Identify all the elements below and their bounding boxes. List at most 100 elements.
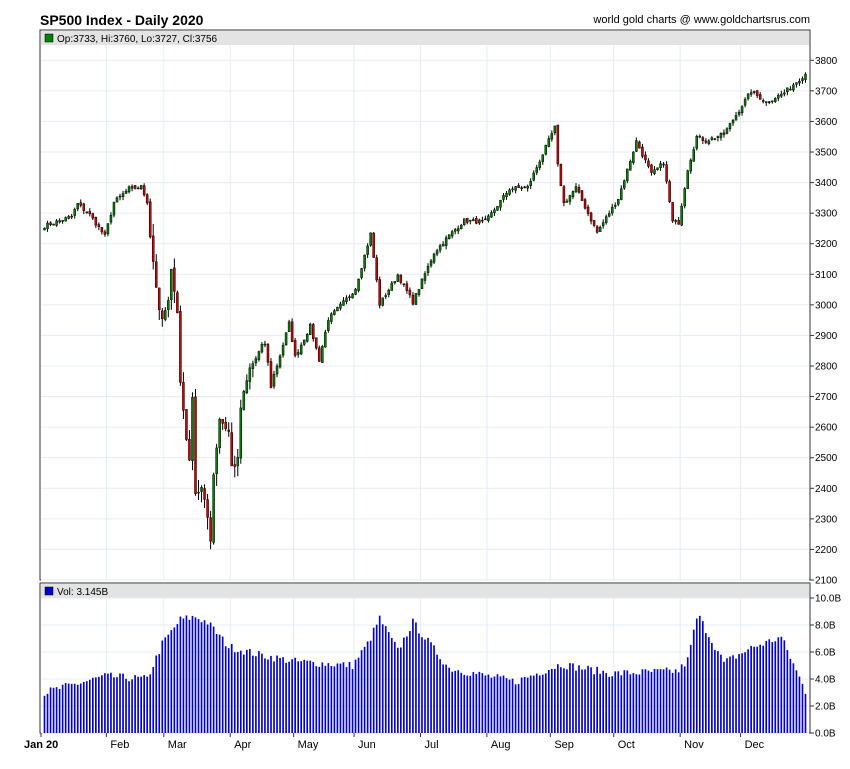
volume-bar [415,622,417,733]
candle-up [737,111,741,115]
candle-up [73,209,76,216]
candle-down [372,232,375,258]
candle-down [182,382,185,411]
price-tick-label: 2100 [815,576,838,587]
candle-up [692,149,696,162]
volume-bar [64,683,67,733]
candle-up [795,82,798,85]
candle-up [396,274,400,282]
volume-bar [647,670,650,733]
candle-up [713,138,717,140]
candle-up [493,209,496,214]
candle-up [281,344,285,356]
volume-bar [336,663,339,733]
volume-tick-label: 8.0B [815,621,836,632]
volume-bar [792,663,795,733]
candle-up [469,219,472,222]
volume-bar [602,670,604,733]
x-tick-label: Apr [234,739,251,751]
candle-up [263,343,267,346]
candle-down [789,88,792,91]
candle-down [517,185,520,188]
candle-up [499,199,502,208]
volume-bar [200,622,203,733]
candle-up [200,487,203,492]
candle-up [635,140,638,152]
candle-up [783,92,786,95]
candle-up [345,297,348,303]
volume-bar [611,676,614,733]
candle-down [768,101,771,103]
candle-down [88,211,92,215]
candle-up [43,227,46,231]
x-tick-label: Jan 20 [24,739,58,751]
volume-bar [801,683,804,733]
candle-up [351,293,354,299]
candle-up [248,367,252,382]
volume-bar [623,670,626,733]
volume-bar [487,674,490,733]
candle-up [339,303,342,309]
volume-bar [454,670,457,733]
candle-up [541,154,545,162]
volume-bars [43,615,807,733]
volume-bar [390,638,393,733]
volume-bar [442,664,444,733]
candle-up [538,161,542,168]
candle-up [330,313,333,322]
volume-bar [79,683,82,733]
volume-bar [409,631,411,733]
candle-up [299,344,303,355]
volume-bar [70,683,73,733]
candle-up [716,136,720,139]
volume-bar [563,668,565,733]
candle-down [586,206,590,214]
candle-up [490,212,493,218]
volume-bar [768,639,771,733]
candle-down [224,422,227,429]
candle-down [148,201,152,238]
volume-bar [677,672,680,733]
candle-up [55,220,58,226]
volume-bar [747,649,749,733]
volume-bar [572,663,574,733]
volume-bar [436,654,438,733]
x-tick-label: Feb [110,739,129,751]
candle-up [731,120,735,124]
candle-up [626,168,629,182]
volume-bar [179,616,182,733]
candle-down [185,409,188,440]
candle-up [617,199,620,205]
candle-up [604,216,608,223]
volume-bar [418,633,420,733]
candle-up [215,447,218,474]
volume-bar [590,667,592,733]
candle-down [85,211,89,214]
volume-bar [351,669,354,733]
volume-bar [76,684,79,733]
volume-bar [297,661,300,733]
volume-bar [152,667,155,733]
volume-bar [656,669,659,733]
volume-bar [333,666,336,733]
candle-down [82,203,86,211]
volume-tick-label: 0.0B [815,729,836,740]
volume-bar [381,624,384,733]
volume-bar [620,675,623,733]
volume-bar [360,650,363,733]
price-tick-label: 3700 [815,86,838,97]
volume-bar [273,661,275,733]
volume-bar [185,615,188,733]
candle-down [209,517,212,542]
candle-down [638,141,641,149]
x-tick-label: Jun [358,739,376,751]
candle-up [420,278,424,290]
volume-bar [735,658,737,733]
candle-down [402,283,406,285]
volume-bar [451,671,454,733]
volume-bar [303,659,306,733]
volume-bar [43,695,46,733]
candle-down [755,90,759,96]
candle-up [357,278,360,291]
volume-bar [683,666,686,733]
